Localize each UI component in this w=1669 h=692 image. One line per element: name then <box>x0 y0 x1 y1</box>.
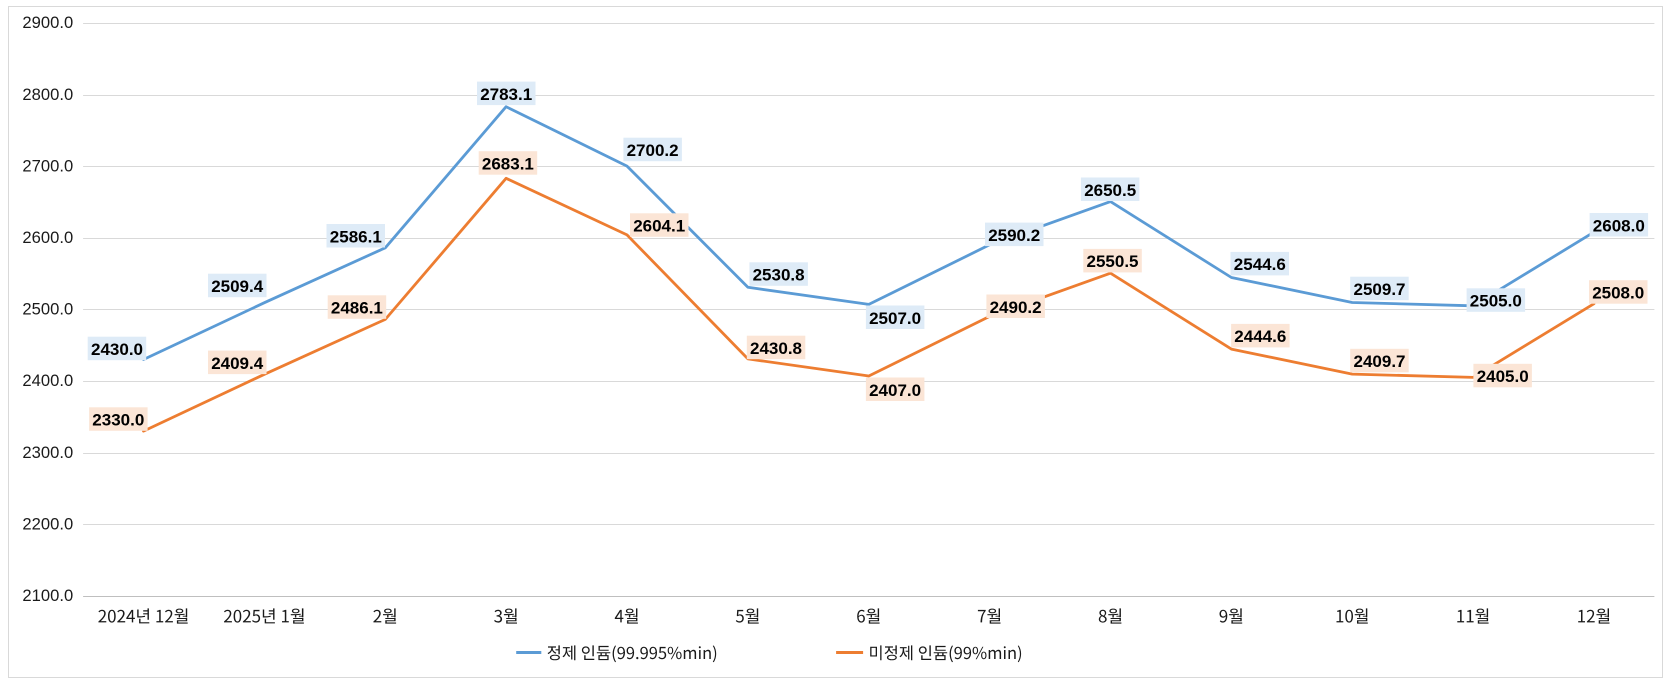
svg-text:2409.7: 2409.7 <box>1354 352 1406 371</box>
svg-text:2590.2: 2590.2 <box>988 226 1040 245</box>
svg-text:2550.5: 2550.5 <box>1087 252 1139 271</box>
svg-text:2409.4: 2409.4 <box>211 354 264 373</box>
svg-text:2505.0: 2505.0 <box>1470 292 1522 311</box>
svg-text:2608.0: 2608.0 <box>1593 216 1645 235</box>
svg-text:2507.0: 2507.0 <box>869 309 921 328</box>
svg-text:2900.0: 2900.0 <box>22 13 73 32</box>
svg-text:2508.0: 2508.0 <box>1592 284 1644 303</box>
svg-text:2783.1: 2783.1 <box>480 85 532 104</box>
svg-text:2330.0: 2330.0 <box>92 411 144 430</box>
svg-text:2100.0: 2100.0 <box>22 586 73 605</box>
svg-text:2700.0: 2700.0 <box>22 156 73 175</box>
svg-text:2509.4: 2509.4 <box>211 277 264 296</box>
svg-text:2604.1: 2604.1 <box>633 217 685 236</box>
svg-text:2683.1: 2683.1 <box>482 155 534 174</box>
svg-text:2509.7: 2509.7 <box>1354 280 1406 299</box>
svg-text:2486.1: 2486.1 <box>331 299 383 318</box>
svg-text:2444.6: 2444.6 <box>1234 327 1286 346</box>
svg-text:2586.1: 2586.1 <box>330 227 382 246</box>
svg-text:2407.0: 2407.0 <box>869 381 921 400</box>
svg-text:2600.0: 2600.0 <box>22 228 73 247</box>
svg-text:2490.2: 2490.2 <box>990 298 1042 317</box>
svg-text:2400.0: 2400.0 <box>22 371 73 390</box>
svg-text:2500.0: 2500.0 <box>22 300 73 319</box>
svg-text:2300.0: 2300.0 <box>22 443 73 462</box>
svg-text:2700.2: 2700.2 <box>627 141 679 160</box>
svg-text:2430.8: 2430.8 <box>750 339 802 358</box>
svg-text:2650.5: 2650.5 <box>1084 181 1136 200</box>
svg-text:2200.0: 2200.0 <box>22 514 73 533</box>
svg-text:2800.0: 2800.0 <box>22 85 73 104</box>
svg-text:2430.0: 2430.0 <box>91 340 143 359</box>
svg-text:2405.0: 2405.0 <box>1477 367 1529 386</box>
svg-text:2530.8: 2530.8 <box>753 266 805 285</box>
svg-text:2544.6: 2544.6 <box>1234 255 1286 274</box>
